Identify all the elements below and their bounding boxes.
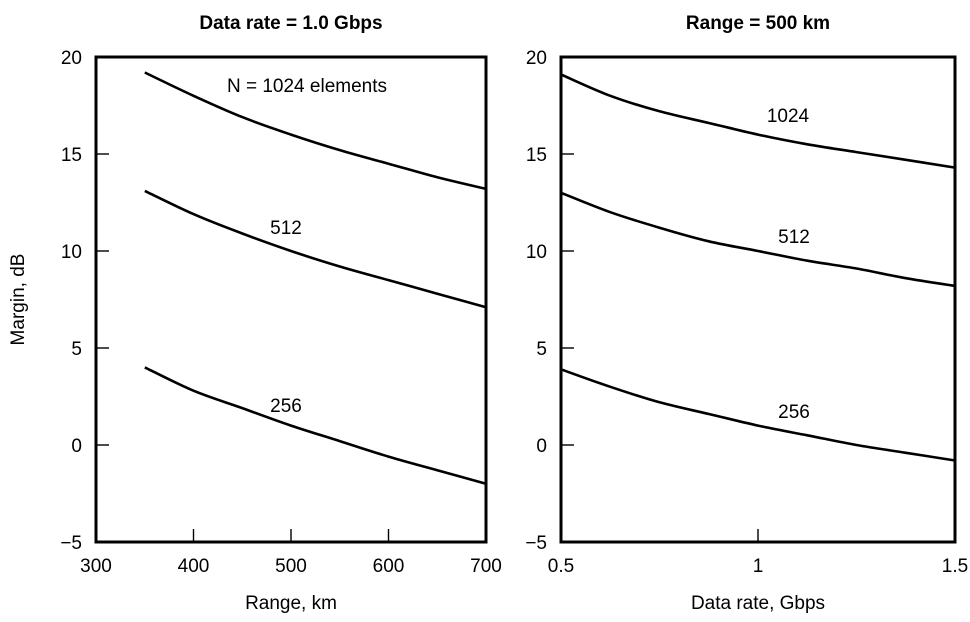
right-x-tick-label-0: 0.5: [548, 556, 574, 577]
left-x-axis-label: Range, km: [245, 593, 337, 614]
right-y-tick-label-0: −5: [525, 533, 547, 554]
right-curve-256: [560, 368, 956, 462]
left-x-tick-label-2: 500: [275, 556, 307, 577]
left-x-tick-label-4: 700: [470, 556, 502, 577]
right-x-axis-label: Data rate, Gbps: [691, 593, 825, 614]
right-curve-512: [560, 191, 956, 288]
left-y-tick-label-3: 10: [61, 242, 82, 263]
right-panel-title: Range = 500 km: [686, 13, 830, 34]
right-y-tick-label-5: 20: [526, 48, 547, 69]
left-panel-title: Data rate = 1.0 Gbps: [199, 13, 382, 34]
right-y-tick-label-4: 15: [526, 145, 547, 166]
right-curve-label-512: 512: [778, 227, 810, 248]
left-curve-1024: [144, 71, 487, 191]
right-y-tick-label-2: 5: [536, 339, 547, 360]
left-panel-range: Data rate = 1.0 Gbps Range, km Margin, d…: [8, 13, 502, 614]
left-y-tick-label-4: 15: [61, 145, 82, 166]
left-plot-frame: [94, 55, 488, 544]
left-curve-label-256: 256: [270, 396, 302, 417]
right-x-tick-label-2: 1.5: [942, 556, 968, 577]
left-curve-512: [144, 189, 487, 309]
left-curve-label-1024: N = 1024 elements: [227, 76, 387, 97]
right-curve-1024: [560, 73, 956, 169]
left-x-tick-label-0: 300: [80, 556, 112, 577]
right-x-tick-label-1: 1: [753, 556, 764, 577]
right-curve-label-1024: 1024: [767, 106, 810, 127]
left-y-tick-label-2: 5: [71, 339, 82, 360]
left-x-tick-label-3: 600: [373, 556, 405, 577]
left-y-tick-label-5: 20: [61, 48, 82, 69]
left-x-tick-label-1: 400: [178, 556, 210, 577]
left-y-tick-label-1: 0: [71, 436, 82, 457]
left-curve-256: [144, 366, 487, 486]
y-axis-label: Margin, dB: [8, 254, 29, 346]
right-panel-data-rate: Range = 500 km Data rate, Gbps 1024 512 …: [525, 13, 968, 614]
right-curve-label-256: 256: [778, 402, 810, 423]
left-curve-label-512: 512: [270, 218, 302, 239]
right-y-tick-label-3: 10: [526, 242, 547, 263]
left-y-tick-label-0: −5: [60, 533, 82, 554]
right-plot-frame: [559, 55, 957, 544]
right-y-tick-label-1: 0: [536, 436, 547, 457]
